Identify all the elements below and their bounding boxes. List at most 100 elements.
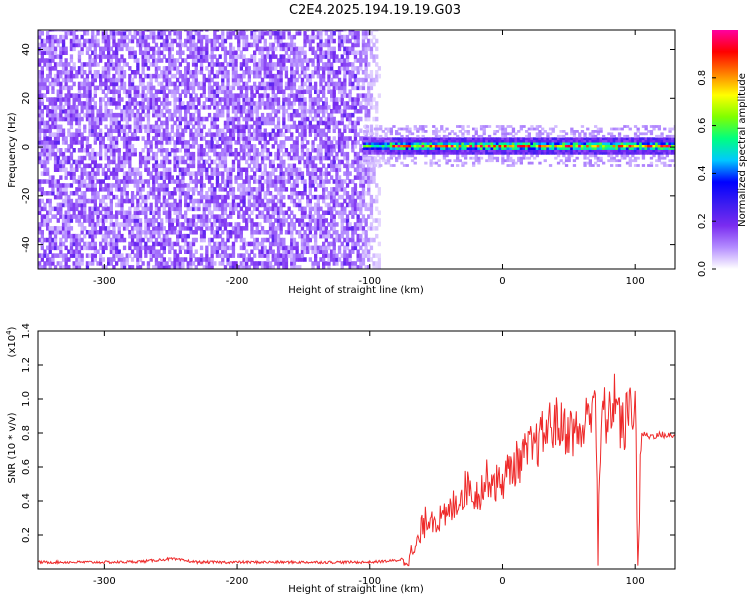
heatmap-cell: [117, 257, 121, 262]
heatmap-cell: [96, 30, 100, 32]
heatmap-cell: [141, 261, 145, 266]
heatmap-cell: [178, 148, 182, 153]
heatmap-cell: [152, 30, 156, 32]
heatmap-cell: [128, 214, 132, 219]
heatmap-cell: [80, 50, 84, 55]
heatmap-cell: [67, 30, 71, 32]
heatmap-cell: [353, 206, 358, 212]
heatmap-cell: [93, 77, 97, 83]
heatmap-cell: [69, 66, 74, 71]
heatmap-cell: [88, 241, 92, 247]
heatmap-cell: [231, 187, 236, 192]
heatmap-cell: [107, 70, 111, 75]
heatmap-cell: [93, 226, 97, 231]
heatmap-cell: [46, 148, 50, 153]
heatmap-cell: [83, 214, 87, 219]
heatmap-cell: [43, 136, 47, 141]
heatmap-cell: [340, 183, 344, 188]
heatmap-cell: [141, 136, 145, 141]
heatmap-cell: [69, 85, 74, 91]
heatmap-cell: [56, 70, 60, 75]
heatmap-cell: [242, 253, 246, 258]
heatmap-cell: [268, 136, 273, 141]
heatmap-cell: [218, 97, 222, 102]
heatmap-cell: [335, 73, 339, 79]
heatmap-cell: [237, 128, 241, 133]
heatmap-cell: [69, 226, 74, 231]
heatmap-cell: [107, 109, 111, 114]
heatmap-cell: [247, 155, 251, 161]
heatmap-cell: [282, 175, 286, 180]
heatmap-cell: [337, 58, 342, 63]
heatmap-cell: [56, 245, 60, 251]
heatmap-cell: [69, 140, 74, 145]
heatmap-cell: [337, 97, 342, 102]
heatmap-cell: [59, 128, 63, 133]
heatmap-cell: [207, 89, 212, 94]
heatmap-cell: [154, 230, 159, 235]
heatmap-cell: [205, 30, 209, 32]
heatmap-cell: [322, 93, 326, 98]
heatmap-cell: [229, 50, 233, 55]
heatmap-cell: [215, 46, 220, 52]
heatmap-cell: [191, 73, 196, 79]
heatmap-cell: [282, 261, 286, 266]
heatmap-cell: [146, 194, 151, 200]
heatmap-cell: [46, 245, 50, 251]
heatmap-cell: [83, 77, 87, 83]
heatmap-cell: [274, 187, 278, 192]
heatmap-cell: [279, 81, 283, 87]
heatmap-cell: [215, 116, 220, 122]
heatmap-cell: [125, 109, 129, 114]
heatmap-cell: [191, 38, 196, 44]
heatmap-cell: [53, 245, 58, 251]
heatmap-cell: [69, 120, 74, 126]
heatmap-cell: [194, 175, 198, 180]
heatmap-cell: [274, 66, 278, 71]
heatmap-cell: [85, 93, 90, 98]
heatmap-cell: [51, 116, 55, 122]
heatmap-cell: [324, 226, 328, 231]
heatmap-cell: [80, 261, 84, 266]
heatmap-cell: [165, 128, 169, 133]
heatmap-cell: [287, 30, 291, 32]
heatmap-cell: [130, 97, 135, 102]
heatmap-cell: [173, 210, 177, 215]
heatmap-cell: [184, 226, 188, 231]
heatmap-cell: [221, 237, 225, 243]
heatmap-cell: [253, 222, 257, 227]
heatmap-cell: [253, 202, 257, 208]
heatmap-cell: [189, 70, 193, 75]
heatmap-cell: [184, 105, 188, 110]
heatmap-cell: [184, 70, 188, 75]
heatmap-cell: [237, 73, 241, 79]
heatmap-cell: [292, 70, 297, 75]
heatmap-cell: [215, 245, 220, 251]
heatmap-cell: [53, 241, 58, 247]
heatmap-cell: [72, 253, 76, 258]
heatmap-cell: [160, 70, 164, 75]
heatmap-cell: [93, 140, 97, 145]
heatmap-cell: [115, 66, 119, 71]
heatmap-cell: [279, 58, 283, 63]
heatmap-cell: [104, 85, 108, 91]
heatmap-cell: [298, 124, 302, 130]
heatmap-cell: [120, 128, 124, 133]
heatmap-cell: [176, 155, 180, 161]
heatmap-cell: [93, 155, 97, 161]
heatmap-cell: [48, 257, 52, 262]
heatmap-cell: [38, 179, 42, 184]
heatmap-cell: [266, 214, 270, 219]
heatmap-cell: [226, 151, 230, 157]
heatmap-cell: [64, 155, 68, 161]
heatmap-cell: [96, 261, 100, 266]
heatmap-cell: [287, 124, 291, 130]
heatmap-cell: [345, 261, 350, 266]
heatmap-cell: [287, 155, 291, 161]
heatmap-cell: [345, 105, 350, 110]
heatmap-cell: [215, 81, 220, 87]
heatmap-cell: [292, 226, 297, 231]
heatmap-cell: [168, 89, 172, 94]
heatmap-cell: [170, 46, 174, 52]
heatmap-cell: [93, 89, 97, 94]
